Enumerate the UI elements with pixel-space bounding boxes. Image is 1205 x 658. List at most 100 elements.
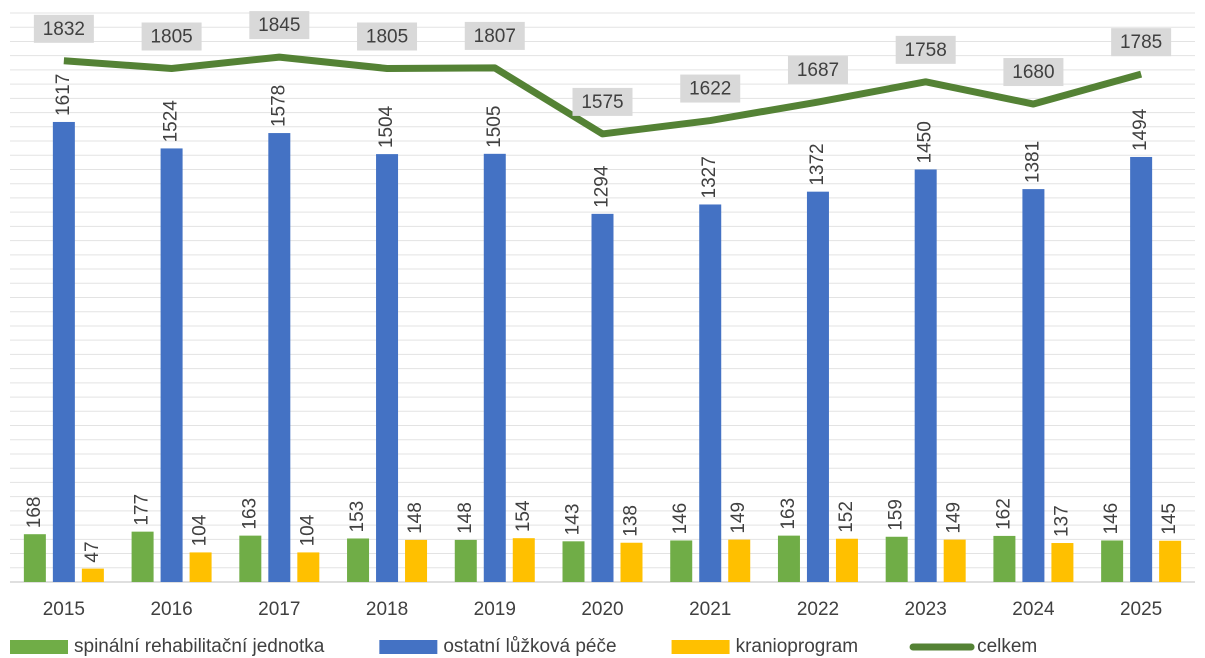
bar <box>943 539 966 582</box>
data-label-box <box>1003 58 1064 87</box>
bar <box>993 535 1016 582</box>
data-label: 1845 <box>258 15 300 36</box>
bar <box>777 535 800 582</box>
x-tick-label: 2020 <box>581 599 623 620</box>
bar <box>620 542 643 582</box>
data-label: 1617 <box>53 74 74 116</box>
bar <box>405 539 428 582</box>
data-label: 1758 <box>905 40 947 61</box>
bar <box>591 213 614 582</box>
data-label: 1504 <box>376 105 397 148</box>
data-label: 1680 <box>1012 62 1054 83</box>
data-label-box <box>141 22 202 51</box>
data-label: 153 <box>347 501 368 533</box>
x-tick-label: 2017 <box>258 599 300 620</box>
x-tick-label: 2018 <box>366 599 408 620</box>
data-label: 104 <box>190 514 211 546</box>
x-tick-label: 2016 <box>150 599 192 620</box>
legend-item: kranioprogram <box>671 636 859 657</box>
bar <box>239 535 262 582</box>
x-tick-label: 2024 <box>1012 599 1055 620</box>
data-label: 1381 <box>1022 141 1043 183</box>
data-label: 149 <box>944 502 965 534</box>
legend-label: celkem <box>977 636 1037 657</box>
data-label: 1805 <box>366 26 408 47</box>
bar <box>268 133 291 582</box>
legend-swatch <box>10 640 68 654</box>
line <box>63 53 1143 138</box>
data-label: 47 <box>82 541 103 562</box>
data-label: 1807 <box>474 26 516 47</box>
data-label: 1450 <box>915 121 936 163</box>
data-label: 154 <box>513 500 534 532</box>
bar <box>1051 543 1074 582</box>
data-label: 143 <box>563 504 584 536</box>
bar <box>728 539 751 582</box>
data-label-box <box>680 74 741 103</box>
data-label: 1524 <box>161 100 182 143</box>
x-tick-label: 2022 <box>797 599 839 620</box>
data-label: 152 <box>836 501 857 533</box>
bar <box>376 154 399 582</box>
legend-item: celkem <box>909 636 1037 657</box>
data-label-box <box>572 87 633 116</box>
data-label: 1575 <box>581 92 623 113</box>
bar <box>454 539 477 582</box>
bar <box>131 531 154 582</box>
bar <box>806 191 829 582</box>
data-label-box <box>33 14 94 43</box>
bar <box>347 538 370 582</box>
x-tick-label: 2015 <box>43 599 85 620</box>
bar <box>562 541 585 582</box>
data-label: 145 <box>1159 503 1180 535</box>
data-label-box <box>357 22 418 51</box>
data-label: 162 <box>993 498 1014 530</box>
legend-label: kranioprogram <box>736 636 859 657</box>
data-label: 1372 <box>807 143 828 185</box>
data-label: 177 <box>132 494 153 526</box>
legend-label: ostatní lůžková péče <box>443 636 616 657</box>
bar <box>670 540 693 582</box>
data-label: 159 <box>886 499 907 531</box>
data-label: 148 <box>455 502 476 534</box>
data-label: 1494 <box>1130 108 1151 151</box>
bar <box>23 534 46 582</box>
bar <box>1130 156 1153 582</box>
legend-label: spinální rehabilitační jednotka <box>74 636 325 657</box>
data-label: 146 <box>1101 503 1122 535</box>
data-label-box <box>1111 28 1172 57</box>
data-label: 1622 <box>689 79 731 100</box>
bar <box>81 568 104 582</box>
bar <box>160 148 183 582</box>
data-label: 168 <box>24 497 45 529</box>
legend-item: spinální rehabilitační jednotka <box>10 636 325 657</box>
data-label: 149 <box>728 502 749 534</box>
bar <box>189 552 212 582</box>
data-label: 137 <box>1051 505 1072 537</box>
data-label: 148 <box>405 502 426 534</box>
data-label: 1294 <box>592 165 613 208</box>
data-label: 1578 <box>268 85 289 127</box>
data-label: 1785 <box>1120 32 1162 53</box>
data-label: 1327 <box>699 156 720 198</box>
data-label: 146 <box>670 503 691 535</box>
bar <box>1101 540 1124 582</box>
bar <box>885 536 908 582</box>
bar <box>914 169 937 582</box>
x-tick-label: 2023 <box>905 599 947 620</box>
bar <box>483 153 506 582</box>
legend-swatch <box>671 640 730 654</box>
bar <box>512 538 535 582</box>
legend-swatch <box>379 640 438 654</box>
data-label-box <box>895 35 956 64</box>
data-label: 1805 <box>150 26 192 47</box>
data-label: 1505 <box>484 106 505 148</box>
data-label-box <box>249 11 310 40</box>
data-label-box <box>787 56 848 85</box>
bar <box>297 552 320 582</box>
data-label: 163 <box>239 498 260 530</box>
x-tick-label: 2025 <box>1120 599 1162 620</box>
x-tick-label: 2019 <box>474 599 516 620</box>
data-label: 1687 <box>797 60 839 81</box>
